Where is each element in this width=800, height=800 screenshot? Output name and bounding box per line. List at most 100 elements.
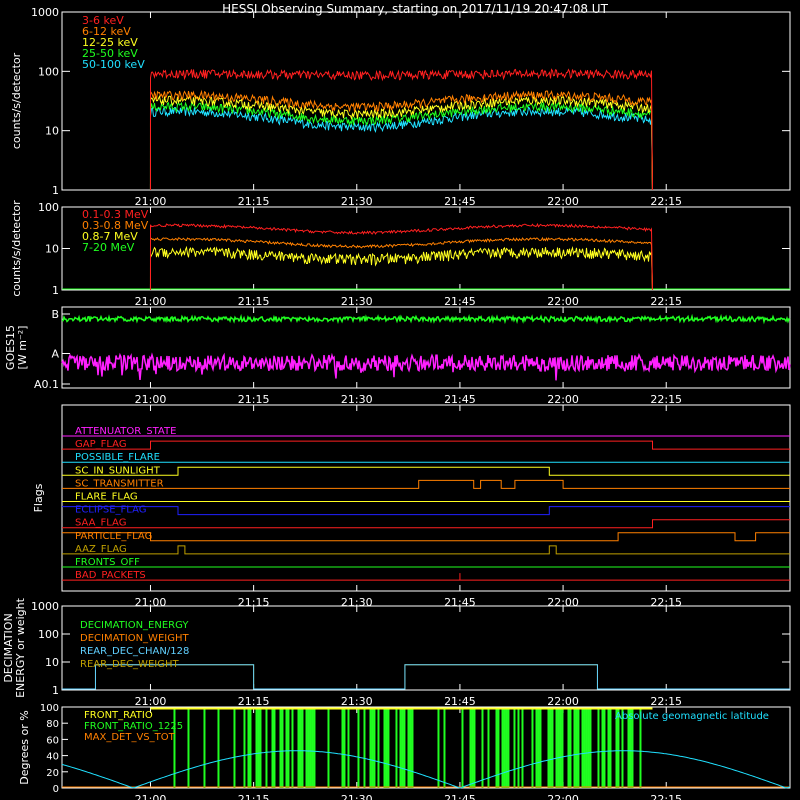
x-tick-label: 22:15 [650,295,682,308]
x-tick-label: 21:00 [135,295,167,308]
series-line [149,101,653,191]
legend-entry: MAX_DET_VS_TOT [84,732,176,743]
x-tick-label: 21:00 [135,793,167,800]
y-axis-label: counts/s/detector [10,52,23,149]
y-tick-label: B [51,308,59,321]
x-tick-label: 22:00 [547,393,579,406]
y-tick-label: 100 [38,65,59,78]
flag-line [62,506,790,516]
legend-entry: 0.8-7 MeV [82,230,138,243]
y-tick-label: 1 [52,284,59,297]
y-tick-label: 1000 [31,6,59,19]
y-axis-label-units: [W m⁻²] [16,326,29,370]
x-tick-label: 22:00 [547,295,579,308]
y-axis-label: Degrees or % [18,710,31,784]
flag-label: GAP_FLAG [75,439,127,450]
y-tick-label: 80 [46,719,59,730]
flag-label: AAZ_FLAG [75,544,127,555]
legend-entry: 7-20 MeV [82,241,135,254]
y-tick-label: 0 [53,784,59,795]
decimation-frame [61,605,791,691]
goes-panel: 21:00 21:15 21:30 21:45 22:00 22:15 A0.1 A B GOES… [4,306,791,406]
x-tick-label: 21:45 [444,295,476,308]
goes-long-line [61,313,791,325]
series-line [149,89,653,191]
y-tick-label: 20 [46,768,59,779]
y-axis-label: GOES15 [4,325,17,370]
decimation-panel: 21:00 21:15 21:30 21:45 22:00 22:15 1 10 100 1000… [2,597,791,708]
rates-panel: 21:00 21:15 21:30 21:45 22:00 22:15 1 10 100 1000… [10,6,791,208]
x-tick-label: 21:30 [341,393,373,406]
legend-entry: DECIMATION_WEIGHT [80,633,189,644]
legend-entry: FRONT_RATIO_1225 [84,721,183,732]
gamma-panel: 21:00 21:15 21:30 21:45 22:00 22:15 1 10 100 coun… [10,200,791,308]
x-tick-label: 21:30 [341,295,373,308]
x-tick-label: 22:15 [650,393,682,406]
x-tick-label: 21:45 [444,695,476,708]
legend-entry: Absolute geomagnetic latitude [615,711,769,722]
rear-dec-chan-line [62,664,790,690]
x-tick-label: 21:00 [135,695,167,708]
series-line [149,68,653,191]
y-tick-label: 10 [45,243,59,256]
legend-entry: 0.3-0.8 MeV [82,219,149,232]
flag-label: SAA_FLAG [75,518,126,529]
legend-entry: REAR_DEC_CHAN/128 [80,646,189,657]
series-line [149,222,653,291]
series-line [149,94,653,191]
flag-label: BAD_PACKETS [75,570,146,581]
flag-label: PARTICLE_FLAG [75,531,152,542]
legend-entry: DECIMATION_ENERGY [80,620,189,631]
x-tick-label: 21:45 [444,195,476,208]
x-tick-label: 21:15 [238,695,270,708]
x-tick-label: 21:15 [238,393,270,406]
ratios-panel: 21:00 21:15 21:30 21:45 22:00 22:15 0 20 40 60 80 1… [18,703,791,800]
y-axis-label: DECIMATION [2,613,15,682]
legend-entry: 50-100 keV [82,58,145,71]
goes-short-line [61,352,791,381]
flags-panel: 21:00 21:15 21:30 21:45 22:00 22:15FlagsATTEN… [32,404,791,609]
flags-frame [61,404,791,592]
y-tick-label: 10 [45,125,59,138]
y-tick-label: 100 [40,703,59,714]
x-tick-label: 22:00 [547,695,579,708]
x-tick-label: 22:00 [547,793,579,800]
x-tick-label: 21:30 [341,695,373,708]
series-line [149,245,653,291]
x-tick-label: 21:15 [238,295,270,308]
y-tick-label: 1000 [31,600,59,613]
y-tick-label: 40 [46,752,59,763]
series-line [149,236,653,291]
y-tick-label: 1 [52,684,59,697]
x-tick-label: 21:00 [135,393,167,406]
legend-entry: 3-6 keV [82,14,124,27]
flag-line [62,545,790,555]
y-tick-label: 10 [45,656,59,669]
y-axis-label: Flags [32,483,45,512]
x-tick-label: 21:45 [444,793,476,800]
flag-line [62,519,790,529]
legend-entry: 25-50 keV [82,47,138,60]
ratios-frame [61,706,791,789]
legend-entry: 12-25 keV [82,36,138,49]
flag-label: ATTENUATOR_STATE [75,426,176,437]
flag-label: SC_IN_SUNLIGHT [75,465,161,476]
legend-entry: FRONT_RATIO [84,710,153,721]
flag-line [62,479,790,489]
flag-label: ECLIPSE_FLAG [75,505,146,516]
y-tick-label: 100 [38,201,59,214]
flag-label: FLARE_FLAG [75,492,138,503]
x-tick-label: 21:45 [444,393,476,406]
x-tick-label: 21:30 [341,195,373,208]
flag-label: SC_TRANSMITTER [75,478,164,489]
flag-line [62,532,790,542]
y-axis-label-2: ENERGY or weight [14,597,27,697]
x-tick-label: 22:15 [650,195,682,208]
flag-line [62,440,790,450]
y-tick-label: A0.1 [34,378,59,391]
flag-label: POSSIBLE_FLARE [75,452,160,463]
legend-entry: 6-12 keV [82,25,131,38]
x-tick-label: 21:30 [341,793,373,800]
